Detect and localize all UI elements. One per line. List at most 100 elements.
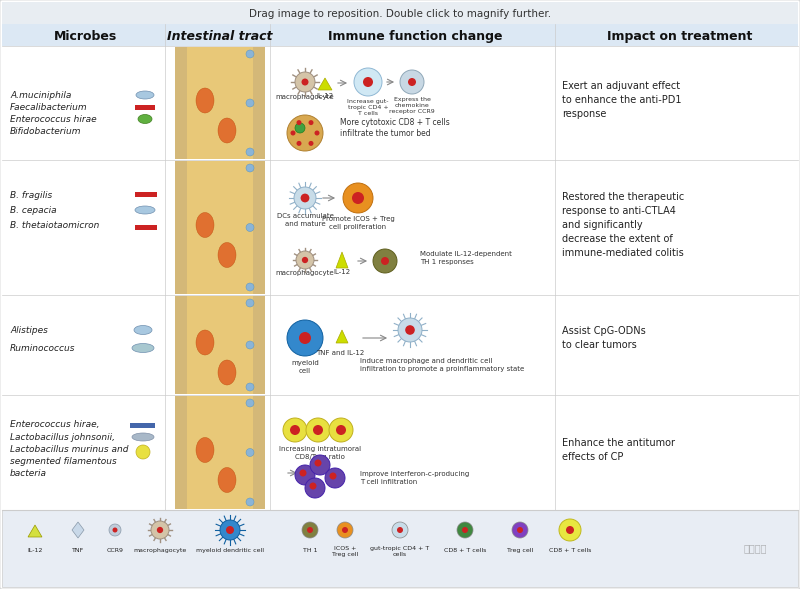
Circle shape: [408, 78, 416, 86]
Polygon shape: [336, 252, 348, 268]
FancyBboxPatch shape: [253, 296, 265, 394]
Ellipse shape: [196, 213, 214, 237]
Circle shape: [517, 527, 523, 533]
Bar: [130, 423, 155, 428]
Circle shape: [295, 465, 315, 485]
Circle shape: [314, 459, 322, 466]
Text: Bifidobacterium: Bifidobacterium: [10, 127, 82, 135]
Text: ICOS +
Treg cell: ICOS + Treg cell: [332, 546, 358, 557]
Circle shape: [246, 498, 254, 506]
Text: Intestinal tract: Intestinal tract: [167, 29, 273, 42]
Circle shape: [290, 131, 295, 135]
Circle shape: [295, 123, 305, 133]
Text: Enhance the antitumor
effects of CP: Enhance the antitumor effects of CP: [562, 438, 675, 462]
Circle shape: [151, 521, 169, 539]
Text: Improve interferon-c-producing
T cell infiltration: Improve interferon-c-producing T cell in…: [360, 471, 470, 485]
Text: CD8 + T cells: CD8 + T cells: [444, 548, 486, 553]
FancyBboxPatch shape: [253, 161, 265, 294]
Polygon shape: [318, 78, 332, 90]
Text: myeloid dendritic cell: myeloid dendritic cell: [196, 548, 264, 553]
Circle shape: [306, 418, 330, 442]
Circle shape: [246, 399, 254, 407]
Bar: [135, 192, 157, 197]
Circle shape: [310, 455, 330, 475]
Circle shape: [246, 283, 254, 291]
Circle shape: [373, 249, 397, 273]
Text: B. cepacia: B. cepacia: [10, 206, 57, 214]
Circle shape: [246, 341, 254, 349]
Circle shape: [297, 120, 302, 125]
Circle shape: [283, 418, 307, 442]
Text: Enterococcus hirae: Enterococcus hirae: [10, 114, 97, 124]
Ellipse shape: [132, 433, 154, 441]
Text: DCs accumulate
and mature: DCs accumulate and mature: [277, 213, 334, 227]
Circle shape: [307, 527, 313, 533]
Circle shape: [325, 468, 345, 488]
Circle shape: [299, 332, 311, 344]
Circle shape: [363, 77, 373, 87]
Circle shape: [392, 522, 408, 538]
Circle shape: [559, 519, 581, 541]
Text: Microbes: Microbes: [54, 29, 117, 42]
Polygon shape: [28, 525, 42, 537]
Circle shape: [512, 522, 528, 538]
Ellipse shape: [218, 243, 236, 267]
Text: Ruminococcus: Ruminococcus: [10, 343, 75, 352]
Ellipse shape: [138, 114, 152, 124]
Text: Alistipes: Alistipes: [10, 326, 48, 335]
Text: IL-12: IL-12: [27, 548, 42, 553]
Text: TH 1: TH 1: [302, 548, 318, 553]
Circle shape: [295, 72, 315, 92]
Text: macrophagocyte: macrophagocyte: [276, 94, 334, 100]
Circle shape: [329, 418, 353, 442]
Text: A.muciniphila: A.muciniphila: [10, 91, 71, 100]
Text: B. thetaiotaomicron: B. thetaiotaomicron: [10, 220, 99, 230]
Circle shape: [566, 526, 574, 534]
Circle shape: [314, 131, 319, 135]
Ellipse shape: [135, 206, 155, 214]
Circle shape: [294, 187, 316, 209]
Circle shape: [287, 115, 323, 151]
Text: macrophagocyte: macrophagocyte: [276, 270, 334, 276]
FancyBboxPatch shape: [253, 47, 265, 159]
Ellipse shape: [134, 326, 152, 335]
Text: myeloid
cell: myeloid cell: [291, 360, 319, 373]
Circle shape: [113, 528, 118, 532]
Circle shape: [299, 469, 306, 477]
Circle shape: [309, 141, 314, 146]
Ellipse shape: [196, 438, 214, 462]
Text: bacteria: bacteria: [10, 468, 47, 478]
Circle shape: [337, 522, 353, 538]
Circle shape: [246, 383, 254, 391]
Ellipse shape: [132, 343, 154, 352]
Circle shape: [398, 318, 422, 342]
Text: Lactobacillus murinus and: Lactobacillus murinus and: [10, 445, 129, 454]
Text: macrophagocyte: macrophagocyte: [134, 548, 186, 553]
FancyBboxPatch shape: [175, 47, 187, 159]
Text: gut-tropic CD4 + T
cells: gut-tropic CD4 + T cells: [370, 546, 430, 557]
FancyBboxPatch shape: [187, 47, 253, 159]
Circle shape: [290, 425, 300, 435]
FancyBboxPatch shape: [187, 161, 253, 294]
Text: CCR9: CCR9: [106, 548, 123, 553]
Circle shape: [246, 99, 254, 107]
Circle shape: [296, 251, 314, 269]
FancyBboxPatch shape: [175, 161, 187, 294]
Text: Modulate IL-12-dependent
TH 1 responses: Modulate IL-12-dependent TH 1 responses: [420, 252, 512, 264]
Circle shape: [310, 482, 317, 489]
FancyBboxPatch shape: [187, 396, 253, 509]
Text: Treg cell: Treg cell: [507, 548, 533, 553]
Ellipse shape: [196, 88, 214, 113]
Circle shape: [305, 478, 325, 498]
Circle shape: [302, 78, 309, 85]
Polygon shape: [72, 522, 84, 538]
Text: More cytotoxic CD8 + T cells
infiltrate the tumor bed: More cytotoxic CD8 + T cells infiltrate …: [340, 118, 450, 138]
Text: Promote ICOS + Treg
cell proliferation: Promote ICOS + Treg cell proliferation: [322, 216, 394, 230]
Text: Assist CpG-ODNs
to clear tumors: Assist CpG-ODNs to clear tumors: [562, 326, 646, 350]
Circle shape: [301, 194, 310, 203]
Circle shape: [330, 472, 337, 479]
Circle shape: [457, 522, 473, 538]
FancyBboxPatch shape: [253, 396, 265, 509]
Circle shape: [246, 164, 254, 172]
Bar: [135, 105, 155, 110]
